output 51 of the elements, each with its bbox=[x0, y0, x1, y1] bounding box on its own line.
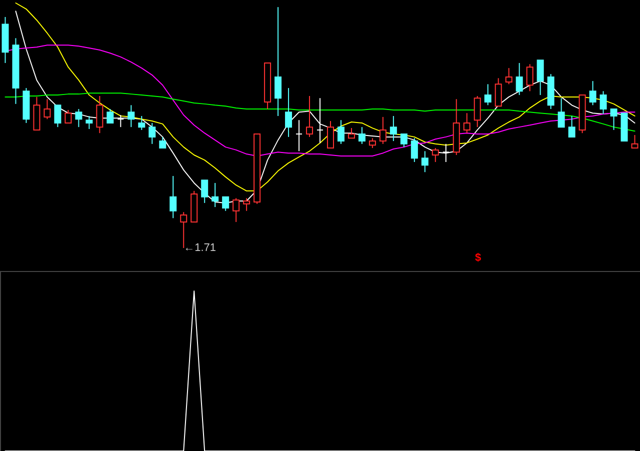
candlestick bbox=[306, 95, 314, 138]
annotation: ←1.71 bbox=[184, 242, 216, 254]
candlestick bbox=[505, 68, 512, 85]
candlestick bbox=[285, 88, 292, 138]
candlestick bbox=[526, 64, 534, 92]
candlestick bbox=[106, 108, 114, 124]
candlestick bbox=[128, 104, 135, 128]
candlestick bbox=[96, 95, 104, 134]
candlestick bbox=[64, 109, 72, 124]
candlestick bbox=[316, 98, 324, 144]
candlestick bbox=[516, 62, 523, 96]
candlestick bbox=[86, 115, 93, 130]
candlestick bbox=[201, 180, 208, 204]
text: $ bbox=[474, 252, 482, 264]
candlestick bbox=[368, 138, 376, 149]
candlestick bbox=[494, 78, 502, 107]
candlestick bbox=[410, 138, 418, 162]
candlestick bbox=[117, 114, 124, 128]
candlestick bbox=[180, 212, 188, 248]
candlestick bbox=[243, 198, 250, 212]
candlestick bbox=[75, 108, 82, 128]
candlestick bbox=[138, 115, 146, 130]
candlestick bbox=[222, 196, 230, 212]
candlestick bbox=[442, 143, 450, 162]
candlestick bbox=[337, 120, 344, 144]
candlestick bbox=[358, 126, 366, 144]
candlestick bbox=[474, 95, 481, 128]
candlestick bbox=[274, 6, 282, 116]
candlestick bbox=[159, 136, 166, 149]
candlestick bbox=[296, 120, 303, 152]
candlestick bbox=[212, 182, 219, 208]
candlestick bbox=[558, 98, 565, 128]
candlestick bbox=[148, 122, 156, 144]
candlestick bbox=[44, 98, 51, 120]
candlestick bbox=[54, 104, 62, 128]
candlestick bbox=[379, 116, 386, 144]
candlestick bbox=[232, 198, 240, 222]
candlestick bbox=[610, 108, 618, 130]
candlestick bbox=[400, 134, 408, 148]
candlestick bbox=[170, 175, 177, 219]
candlestick bbox=[568, 115, 576, 138]
candlestick bbox=[390, 115, 397, 142]
candlestick bbox=[326, 120, 334, 149]
candlestick bbox=[589, 80, 596, 106]
candlestick bbox=[484, 84, 492, 106]
candlestick bbox=[421, 150, 428, 173]
candlestick bbox=[536, 60, 544, 96]
candlestick bbox=[348, 128, 355, 139]
candlestick bbox=[463, 112, 470, 134]
candlestick bbox=[432, 148, 439, 162]
candlestick bbox=[600, 90, 607, 115]
